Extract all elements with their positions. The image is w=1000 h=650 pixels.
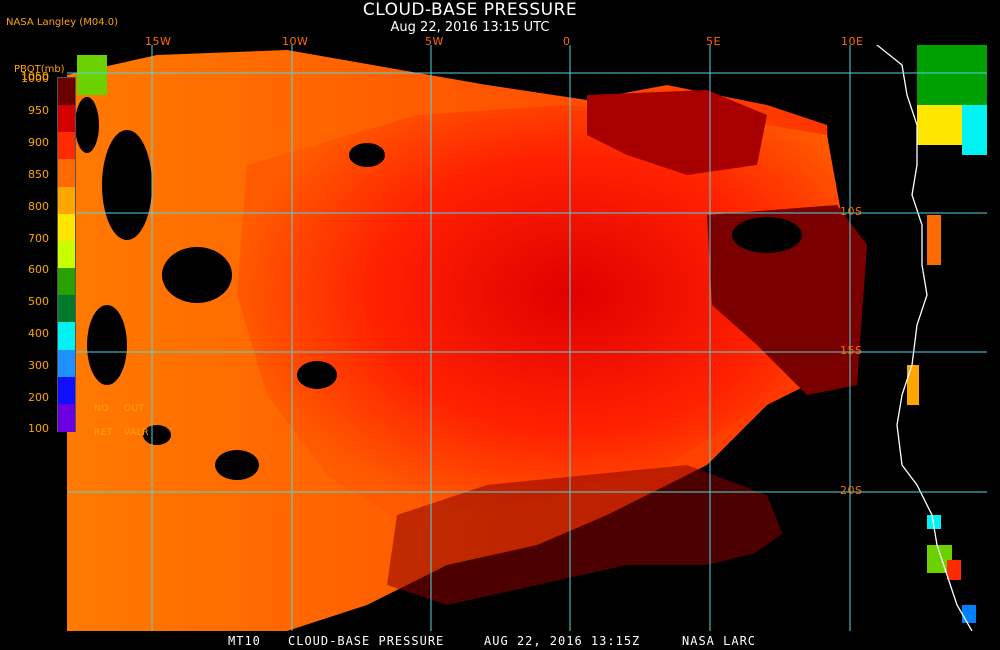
lon-label-0: 0 [563, 35, 571, 48]
lon-label-10e: 10E [841, 35, 864, 48]
map-canvas [67, 45, 987, 631]
legend-title: PBOT(mb) [14, 64, 65, 75]
lat-label-15s: 15S [840, 344, 863, 357]
cloud-field-core [237, 105, 847, 525]
lon-label-15w: 15W [145, 35, 172, 48]
legend-ret-label: RET [94, 428, 113, 438]
legend-tick-950: 950 [28, 104, 49, 117]
cloud-streaks-south [387, 465, 787, 605]
legend-swatch [58, 213, 75, 242]
legend-swatch [58, 186, 75, 215]
map-title: CLOUD-BASE PRESSURE [362, 0, 578, 20]
legend-tick-800: 800 [28, 200, 49, 213]
legend-tick-100: 100 [28, 422, 49, 435]
land-area [907, 45, 987, 631]
legend-swatch [58, 78, 75, 106]
footer-date: AUG 22, 2016 13:15Z [484, 634, 641, 648]
color-legend [57, 77, 76, 432]
legend-tick-850: 850 [28, 168, 49, 181]
legend-swatch [58, 349, 75, 378]
legend-swatch [58, 105, 75, 134]
organization-label: NASA Langley (M04.0) [6, 17, 118, 28]
legend-swatch [58, 376, 75, 405]
legend-tick-400: 400 [28, 327, 49, 340]
legend-no-label: NO [94, 404, 109, 414]
legend-tick-1050: 1050 [21, 70, 49, 83]
legend-tick-300: 300 [28, 359, 49, 372]
legend-tick-900: 900 [28, 136, 49, 149]
legend-swatch [58, 132, 75, 161]
land-clouds [77, 45, 987, 623]
legend-valr-label: VALR [124, 428, 150, 438]
coastline [876, 45, 973, 631]
lon-label-5w: 5W [425, 35, 444, 48]
lon-label-10w: 10W [282, 35, 309, 48]
footer-product-name: CLOUD-BASE PRESSURE [288, 634, 445, 648]
map-datetime: Aug 22, 2016 13:15 UTC [390, 20, 550, 35]
legend-swatch [58, 322, 75, 351]
legend-swatch [58, 295, 75, 324]
legend-tick-200: 200 [28, 391, 49, 404]
cloud-field-deep [707, 205, 867, 395]
legend-swatch [58, 159, 75, 188]
cloud-field-north [587, 90, 767, 175]
legend-swatch [58, 240, 75, 269]
legend-swatch [58, 403, 75, 432]
legend-swatch [58, 268, 75, 297]
lat-label-10s: 10S [840, 205, 863, 218]
graticule [67, 45, 987, 631]
lon-label-5e: 5E [706, 35, 721, 48]
footer-source: NASA LARC [682, 634, 757, 648]
legend-tick-600: 600 [28, 263, 49, 276]
legend-tick-700: 700 [28, 232, 49, 245]
legend-out-label: OUT [124, 404, 145, 414]
cloud-base-pressure-map [67, 45, 987, 631]
legend-tick-500: 500 [28, 295, 49, 308]
lat-label-20s: 20S [840, 484, 863, 497]
footer-product-code: MT10 [228, 634, 261, 648]
legend-tick-1000: 1000 [21, 72, 49, 85]
